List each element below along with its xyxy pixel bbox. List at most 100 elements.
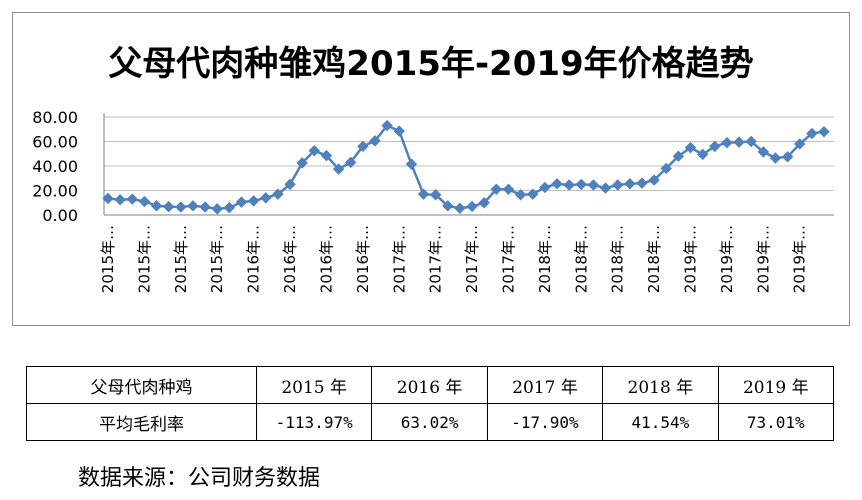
data-point <box>138 195 151 208</box>
x-axis-ticks: 2015年… 2015年… 2015年… 2015年… 2016年… 2016年… 2016… <box>99 225 809 293</box>
margin-table: 父母代肉种鸡 2015 年 2016 年 2017 年 2018 年 2019 … <box>26 366 835 441</box>
data-point <box>126 193 138 205</box>
x-tick-label: 2015年… <box>208 225 226 293</box>
data-point <box>478 197 490 209</box>
data-point <box>345 156 357 169</box>
data-point <box>611 179 624 191</box>
y-tick-label: 40.00 <box>32 157 78 176</box>
data-point <box>794 138 806 150</box>
data-point <box>745 135 757 148</box>
data-point <box>235 196 248 208</box>
chart-frame <box>12 12 850 326</box>
data-point <box>114 193 126 206</box>
table-cell: 73.01% <box>717 403 835 441</box>
table-cell: -17.90% <box>486 403 604 441</box>
y-axis-ticks: 80.00 60.00 40.00 20.00 0.00 <box>32 108 78 225</box>
x-tick-label: 2018年… <box>645 225 663 293</box>
data-point <box>769 152 782 164</box>
data-point <box>199 201 211 213</box>
data-point <box>806 127 818 140</box>
table-header-cell: 2016 年 <box>371 366 488 404</box>
y-tick-label: 60.00 <box>32 133 78 152</box>
x-tick-label: 2019年… <box>754 225 772 293</box>
data-point <box>320 149 333 162</box>
y-tick-label: 0.00 <box>42 206 78 225</box>
x-tick-label: 2018年… <box>572 225 590 293</box>
table-cell: -113.97% <box>255 403 373 441</box>
table-header-cell: 2015 年 <box>255 366 373 404</box>
data-point <box>757 146 770 158</box>
table-header-cell: 2017 年 <box>486 366 604 404</box>
chart-title: 父母代肉种雏鸡2015年-2019年价格趋势 <box>108 44 754 84</box>
data-point <box>490 183 503 195</box>
data-point <box>260 192 272 204</box>
data-point <box>357 140 369 153</box>
x-tick-label: 2015年… <box>172 225 190 293</box>
data-point <box>527 188 539 200</box>
series-markers <box>102 119 830 215</box>
x-tick-label: 2015年… <box>135 225 153 293</box>
data-point <box>247 195 260 207</box>
table-header-cell: 2018 年 <box>602 366 719 404</box>
data-point <box>575 178 587 191</box>
data-point <box>563 179 575 191</box>
data-point <box>709 140 721 153</box>
data-point <box>587 179 600 191</box>
data-point <box>102 192 114 205</box>
data-point <box>672 150 685 162</box>
data-point <box>272 188 284 200</box>
data-point <box>599 182 612 194</box>
data-point <box>721 137 733 149</box>
data-point <box>636 177 648 189</box>
table-header-row: 父母代肉种鸡 2015 年 2016 年 2017 年 2018 年 2019 … <box>26 366 835 404</box>
table-header-cell: 父母代肉种鸡 <box>26 366 257 404</box>
data-point <box>818 125 830 138</box>
data-point <box>429 189 442 201</box>
data-point <box>223 201 236 214</box>
y-tick-label: 20.00 <box>32 182 78 201</box>
x-tick-label: 2018年… <box>609 225 627 293</box>
x-tick-label: 2019年… <box>791 225 809 293</box>
data-point <box>162 200 175 213</box>
data-point <box>187 200 199 212</box>
table-cell: 63.02% <box>371 403 488 441</box>
table-cell: 41.54% <box>602 403 719 441</box>
data-point <box>393 125 405 137</box>
data-point <box>733 136 745 148</box>
data-point <box>624 178 636 190</box>
data-point <box>369 135 381 147</box>
data-point <box>684 141 697 154</box>
data-point <box>781 151 794 163</box>
data-point <box>660 162 672 175</box>
source-note: 数据来源：公司财务数据 <box>78 466 321 491</box>
data-point <box>211 203 223 215</box>
y-tick-label: 80.00 <box>32 108 78 127</box>
data-point <box>417 188 430 200</box>
data-point <box>454 202 466 214</box>
x-tick-label: 2019年… <box>682 225 700 293</box>
data-point <box>308 144 321 157</box>
series-line <box>107 124 825 211</box>
data-point <box>405 158 418 170</box>
x-tick-label: 2017年… <box>427 225 445 293</box>
data-point <box>332 163 345 175</box>
table-header-cell: 2019 年 <box>717 366 835 404</box>
x-tick-label: 2016年… <box>281 225 299 293</box>
data-point <box>284 178 296 191</box>
data-point <box>150 200 163 212</box>
x-tick-label: 2017年… <box>499 225 517 293</box>
data-point <box>296 157 308 169</box>
data-point <box>442 200 454 212</box>
data-point <box>381 119 393 132</box>
x-tick-label: 2017年… <box>463 225 481 293</box>
x-tick-label: 2015年… <box>99 225 117 293</box>
x-tick-label: 2017年… <box>390 225 408 293</box>
data-point <box>466 200 478 213</box>
line-chart: 80.00 60.00 40.00 20.00 0.00 2015年… 2015年… 201… <box>32 108 834 293</box>
data-point <box>648 174 660 186</box>
table-row: 平均毛利率 -113.97% 63.02% -17.90% 41.54% 73.… <box>26 403 835 441</box>
x-tick-label: 2016年… <box>245 225 263 293</box>
data-point <box>539 181 551 194</box>
data-point <box>502 183 515 195</box>
data-point <box>696 148 709 161</box>
